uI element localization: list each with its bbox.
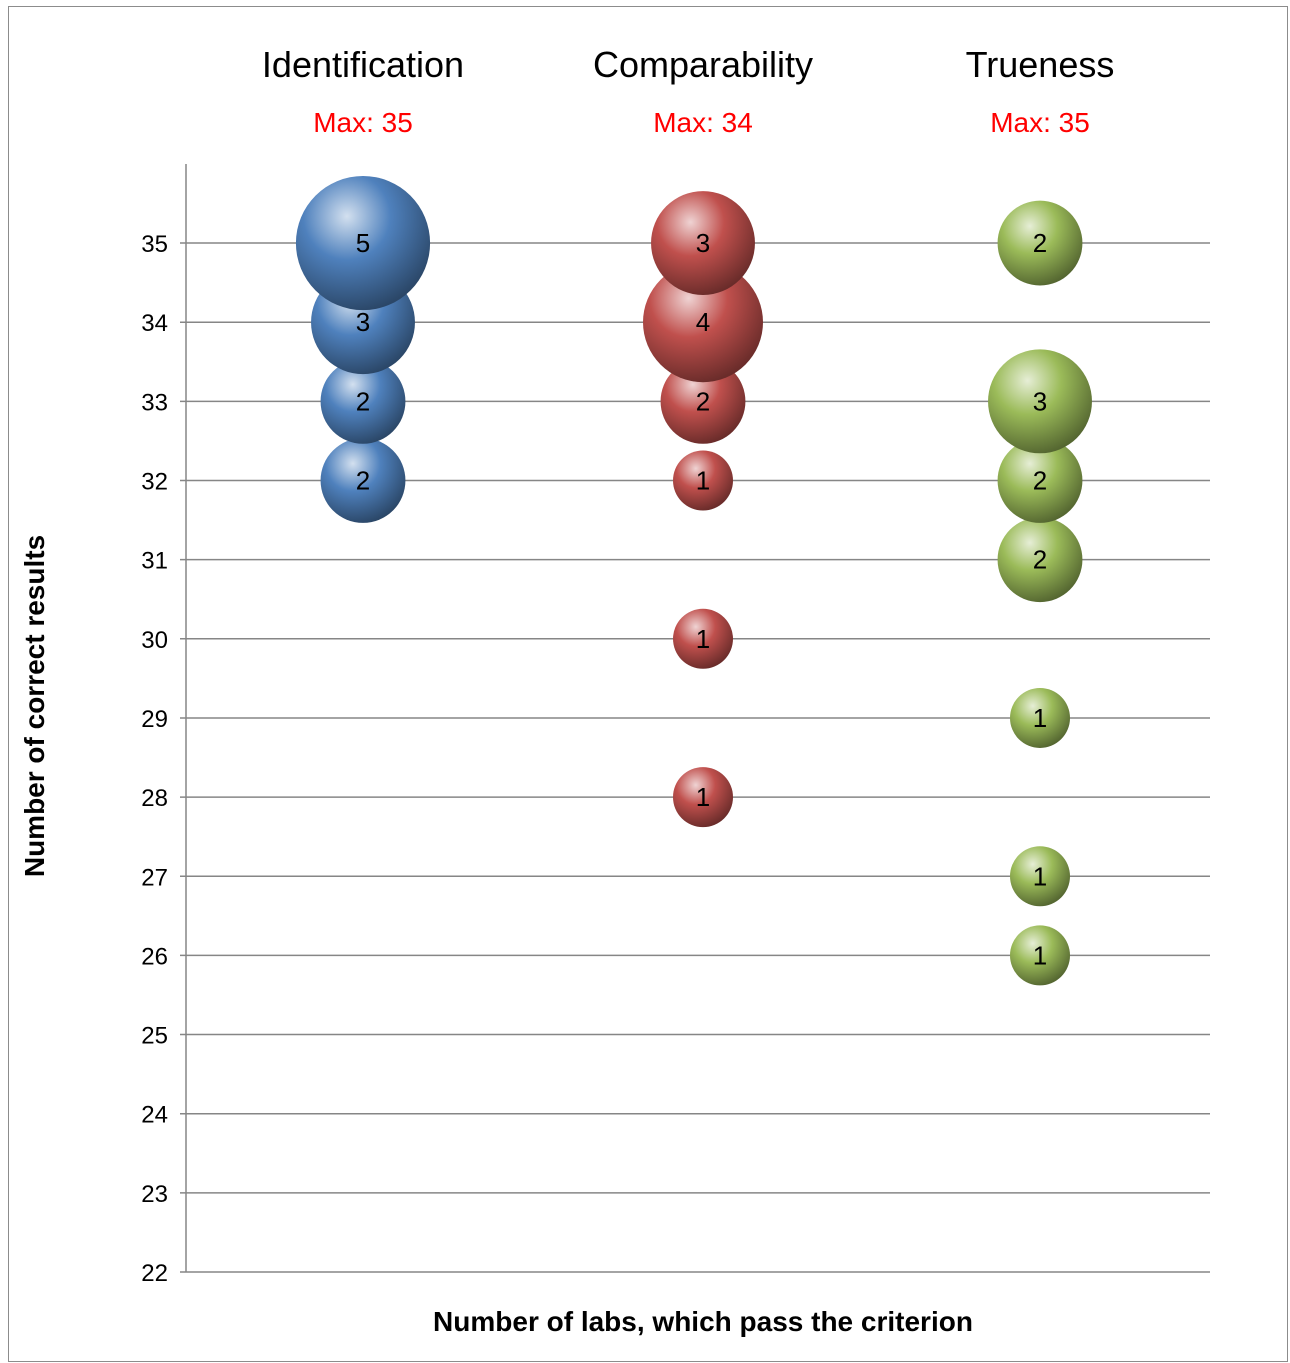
y-tick-label: 32	[141, 469, 168, 496]
y-axis-title: Number of correct results	[19, 535, 50, 877]
bubble	[673, 608, 733, 669]
y-tick-label: 25	[141, 1023, 168, 1050]
y-tick-label: 28	[141, 785, 168, 812]
bubble	[997, 438, 1083, 523]
bubble	[643, 262, 763, 383]
bubble-label: 1	[696, 782, 710, 812]
bubble-label: 2	[696, 386, 710, 416]
bubble-label: 2	[356, 466, 370, 496]
bubble	[997, 200, 1083, 286]
bubble	[320, 438, 406, 523]
bubble	[295, 175, 431, 311]
bubble	[1010, 925, 1070, 986]
bubble	[651, 191, 755, 296]
bubble-label: 3	[696, 228, 710, 258]
bubble	[1010, 687, 1070, 748]
category-title: Comparability	[593, 44, 813, 85]
y-tick-label: 35	[141, 231, 168, 258]
bubble	[673, 767, 733, 828]
bubbles: 2 2 3 5 1 1 1 2 4 3 1 1 1 2 2 3 2	[295, 175, 1092, 986]
y-tick-label: 26	[141, 943, 168, 970]
y-tick-label: 27	[141, 864, 168, 891]
bubble-label: 3	[1033, 386, 1047, 416]
y-tick-label: 33	[141, 389, 168, 416]
y-tick-label: 23	[141, 1181, 168, 1208]
y-tick-label: 29	[141, 706, 168, 733]
y-tick-labels: 22 23 24 25 26 27 28 29 30 31 32 33 34 35	[141, 231, 168, 1287]
bubble-label: 3	[356, 307, 370, 337]
y-tick-label: 30	[141, 627, 168, 654]
bubble	[997, 517, 1083, 603]
category-title: Trueness	[966, 44, 1115, 85]
max-label: Max: 34	[653, 107, 753, 138]
bubble	[673, 450, 733, 511]
bubble	[660, 358, 746, 444]
bubble-label: 1	[1033, 703, 1047, 733]
max-label: Max: 35	[313, 107, 413, 138]
bubble-label: 1	[696, 466, 710, 496]
max-label: Max: 35	[990, 107, 1090, 138]
bubble-label: 2	[1033, 545, 1047, 575]
bubble	[320, 358, 406, 444]
bubble	[1010, 846, 1070, 907]
x-axis-title: Number of labs, which pass the criterion	[433, 1306, 973, 1337]
bubble-label: 1	[1033, 861, 1047, 891]
y-tick-label: 22	[141, 1260, 168, 1287]
bubble	[988, 349, 1092, 454]
bubble-label: 1	[696, 624, 710, 654]
category-title: Identification	[262, 44, 464, 85]
y-tick-label: 34	[141, 310, 168, 337]
bubble-label: 2	[1033, 466, 1047, 496]
y-tick-label: 24	[141, 1102, 168, 1129]
bubble-label: 4	[696, 307, 710, 337]
bubble-label: 5	[356, 228, 370, 258]
bubble-label: 1	[1033, 940, 1047, 970]
category-headers: Identification Max: 35 Comparability Max: 3…	[262, 44, 1114, 138]
y-tick-label: 31	[141, 548, 168, 575]
bubble-label: 2	[1033, 228, 1047, 258]
bubble-label: 2	[356, 386, 370, 416]
